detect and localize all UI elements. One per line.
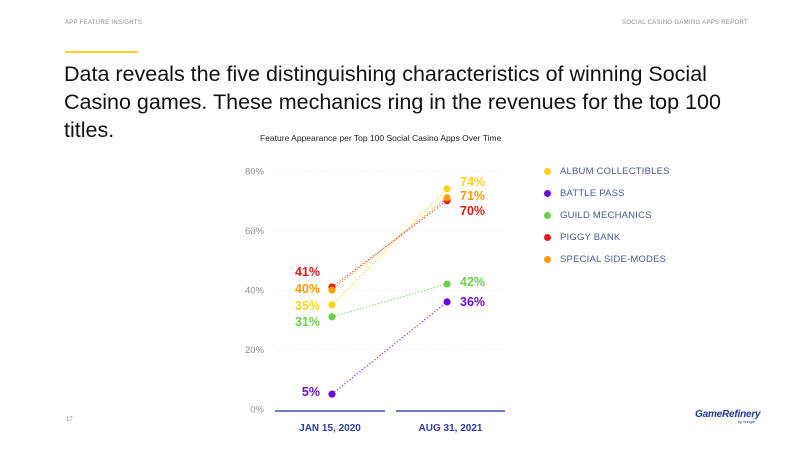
series-line bbox=[331, 197, 448, 291]
legend-item: GUILD MECHANICS bbox=[544, 204, 670, 226]
legend-item: ALBUM COLLECTIBLES bbox=[544, 160, 670, 182]
data-point bbox=[328, 313, 336, 321]
legend-marker bbox=[544, 189, 551, 197]
data-point bbox=[443, 194, 451, 202]
section-label: APP FEATURE INSIGHTS bbox=[65, 20, 143, 26]
data-label: 42% bbox=[460, 275, 485, 289]
data-label: 31% bbox=[295, 315, 320, 329]
series-line bbox=[331, 188, 448, 306]
data-point bbox=[328, 390, 336, 398]
data-label: 40% bbox=[295, 282, 320, 296]
gamerefinery-logo: GameRefinery by vungle bbox=[695, 409, 761, 424]
page-number: 17 bbox=[66, 417, 73, 423]
legend-label: GUILD MECHANICS bbox=[560, 209, 652, 221]
legend-marker bbox=[544, 255, 551, 263]
y-tick-label: 20% bbox=[245, 345, 265, 356]
data-label: 74% bbox=[460, 175, 485, 189]
data-point bbox=[443, 185, 451, 193]
x-tick-label: JAN 15, 2020 bbox=[299, 423, 361, 434]
data-label: 5% bbox=[302, 385, 320, 399]
series-line bbox=[331, 301, 448, 395]
data-points bbox=[328, 185, 451, 398]
chart-title: Feature Appearance per Top 100 Social Ca… bbox=[260, 133, 502, 143]
y-tick-label: 0% bbox=[250, 405, 264, 416]
legend-item: BATTLE PASS bbox=[544, 182, 670, 204]
data-label: 35% bbox=[295, 299, 320, 313]
legend-marker bbox=[544, 211, 551, 219]
accent-divider bbox=[65, 51, 138, 53]
axes: 0% 20% 40% 60% 80% JAN 15, 2020 AUG 31, 2021 bbox=[245, 167, 505, 434]
chart-legend: ALBUM COLLECTIBLES BATTLE PASS GUILD MECHA… bbox=[544, 160, 670, 270]
legend-marker bbox=[544, 233, 551, 241]
series-line bbox=[331, 283, 448, 318]
data-point bbox=[328, 301, 336, 309]
legend-label: BATTLE PASS bbox=[560, 187, 625, 199]
data-label: 36% bbox=[460, 295, 485, 309]
data-point bbox=[328, 286, 336, 294]
headline: Data reveals the five distinguishing cha… bbox=[64, 62, 721, 142]
data-point bbox=[443, 280, 451, 288]
data-label: 41% bbox=[295, 265, 320, 279]
y-tick-label: 80% bbox=[245, 167, 265, 178]
data-label: 71% bbox=[460, 189, 485, 203]
legend-marker bbox=[544, 167, 551, 175]
data-label: 70% bbox=[460, 204, 485, 218]
logo-subtext: by vungle bbox=[737, 419, 755, 424]
y-tick-label: 40% bbox=[245, 286, 265, 297]
y-tick-label: 60% bbox=[245, 226, 265, 237]
legend-label: SPECIAL SIDE-MODES bbox=[560, 253, 667, 265]
legend-item: SPECIAL SIDE-MODES bbox=[544, 248, 670, 270]
data-labels: 35% 74% 5% 36% 31% 42% 41% 70% 40% 71% bbox=[295, 175, 485, 399]
series-lines bbox=[331, 188, 448, 395]
legend-label: ALBUM COLLECTIBLES bbox=[560, 165, 670, 177]
legend-label: PIGGY BANK bbox=[560, 231, 621, 243]
legend-item: PIGGY BANK bbox=[544, 226, 670, 248]
x-tick-label: AUG 31, 2021 bbox=[419, 423, 483, 434]
data-point bbox=[443, 298, 451, 306]
logo-wordmark: GameRefinery bbox=[695, 409, 761, 420]
report-title: SOCIAL CASINO GAMING APPS REPORT bbox=[622, 20, 748, 26]
